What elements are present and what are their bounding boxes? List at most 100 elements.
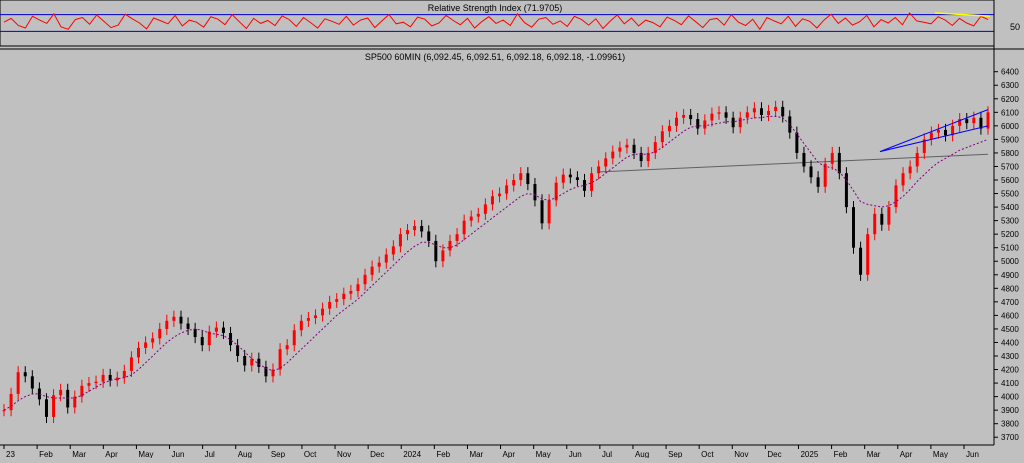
y-tick-label: 4900 <box>1001 271 1019 280</box>
price-candle-body <box>370 266 374 275</box>
x-tick-label: Oct <box>701 450 714 458</box>
y-tick-label: 5300 <box>1001 217 1019 226</box>
price-candle-body <box>80 385 84 397</box>
price-candle-body <box>540 200 544 224</box>
price-candle-body <box>278 349 282 370</box>
price-candle-body <box>236 345 240 357</box>
price-title: SP500 60MIN (6,092.45, 6,092.51, 6,092.1… <box>365 52 625 62</box>
price-candle-body <box>434 240 438 262</box>
price-candle-body <box>639 152 643 162</box>
price-candle-body <box>745 112 749 118</box>
price-candle-body <box>427 231 431 241</box>
price-candle-body <box>866 234 870 275</box>
price-candle-body <box>823 163 827 187</box>
x-tick-label: 2025 <box>800 450 818 458</box>
price-candle-body <box>207 331 211 346</box>
x-tick-label: Feb <box>436 450 450 458</box>
price-candle-body <box>52 395 56 417</box>
y-tick-label: 4100 <box>1001 379 1019 388</box>
price-candle-body <box>179 316 183 324</box>
price-candle-body <box>73 396 77 408</box>
price-candle-body <box>979 117 983 129</box>
price-candle-body <box>16 372 20 394</box>
price-candle-body <box>710 113 714 121</box>
y-tick-label: 4300 <box>1001 352 1019 361</box>
price-candle-body <box>802 152 806 167</box>
price-candle-body <box>774 106 778 111</box>
price-candle-body <box>951 125 955 136</box>
x-tick-label: Mar <box>469 450 483 458</box>
price-candle-body <box>391 246 395 255</box>
price-candle-body <box>483 204 487 214</box>
x-tick-label: May <box>138 450 153 458</box>
price-candle-body <box>611 151 615 159</box>
price-candle-body <box>172 316 176 321</box>
y-tick-label: 4400 <box>1001 338 1019 347</box>
price-candle-body <box>306 318 310 321</box>
price-candle-body <box>200 337 204 346</box>
price-candle-body <box>972 117 976 124</box>
price-candle-body <box>9 393 13 411</box>
x-tick-label: Jul <box>602 450 612 458</box>
price-candle-body <box>44 399 48 417</box>
price-candle-body <box>66 389 70 408</box>
price-candle-body <box>597 166 601 174</box>
price-candle-body <box>519 173 523 181</box>
x-tick-label: Apr <box>105 450 118 458</box>
price-candle-body <box>986 112 990 129</box>
x-tick-label: 2024 <box>403 450 421 458</box>
price-candle-body <box>667 125 671 132</box>
x-tick-label: Aug <box>635 450 649 458</box>
price-candle-body <box>894 185 898 208</box>
price-candle-body <box>490 196 494 205</box>
price-candle-body <box>505 185 509 194</box>
y-tick-label: 5600 <box>1001 176 1019 185</box>
price-candle-body <box>512 180 516 186</box>
price-candle-body <box>144 342 148 348</box>
price-candle-body <box>844 173 848 208</box>
rsi-panel: Relative Strength Index (71.9705) 50 <box>0 0 1020 47</box>
price-candle-body <box>413 226 417 231</box>
price-candle-body <box>717 112 721 114</box>
price-candle-body <box>929 132 933 140</box>
price-candle-body <box>788 116 792 133</box>
price-candle-body <box>837 152 841 174</box>
y-tick-label: 4500 <box>1001 325 1019 334</box>
price-candle-body <box>151 338 155 343</box>
price-candle-body <box>398 234 402 247</box>
price-candle-body <box>554 182 558 201</box>
y-tick-label: 4800 <box>1001 284 1019 293</box>
price-candle-body <box>533 184 537 201</box>
price-candle-body <box>37 388 41 400</box>
price-candle-body <box>377 262 381 267</box>
x-tick-label: Feb <box>834 450 848 458</box>
x-tick-label: May <box>933 450 948 458</box>
channel-upper-line <box>879 109 989 153</box>
x-tick-label: Jun <box>966 450 979 458</box>
x-axis: 23 Feb Mar Apr May Jun Jul Aug Sep Oct Nov Dec 2024 F… <box>3 445 979 459</box>
x-tick-label: Jul <box>205 450 215 458</box>
y-tick-label: 3900 <box>1001 406 1019 415</box>
y-tick-label: 5200 <box>1001 230 1019 239</box>
price-candle-body <box>257 358 261 367</box>
price-candle-body <box>936 129 940 133</box>
y-tick-label: 5800 <box>1001 149 1019 158</box>
y-tick-label: 5400 <box>1001 203 1019 212</box>
x-tick-label: Sep <box>271 450 286 458</box>
price-candle-body <box>165 320 169 329</box>
price-candle-body <box>94 381 98 384</box>
y-tick-label: 5100 <box>1001 244 1019 253</box>
rsi-trendline <box>934 12 991 18</box>
price-candle-body <box>887 207 891 225</box>
x-tick-label: Mar <box>867 450 881 458</box>
y-tick-label: 6200 <box>1001 95 1019 104</box>
price-candle-body <box>682 115 686 118</box>
x-tick-label: Jun <box>172 450 185 458</box>
price-candle-body <box>561 174 565 183</box>
y-tick-label: 4000 <box>1001 393 1019 402</box>
price-candle-body <box>122 370 126 378</box>
x-tick-label: 23 <box>6 450 15 458</box>
price-candles <box>2 100 990 424</box>
price-candle-body <box>462 220 466 235</box>
